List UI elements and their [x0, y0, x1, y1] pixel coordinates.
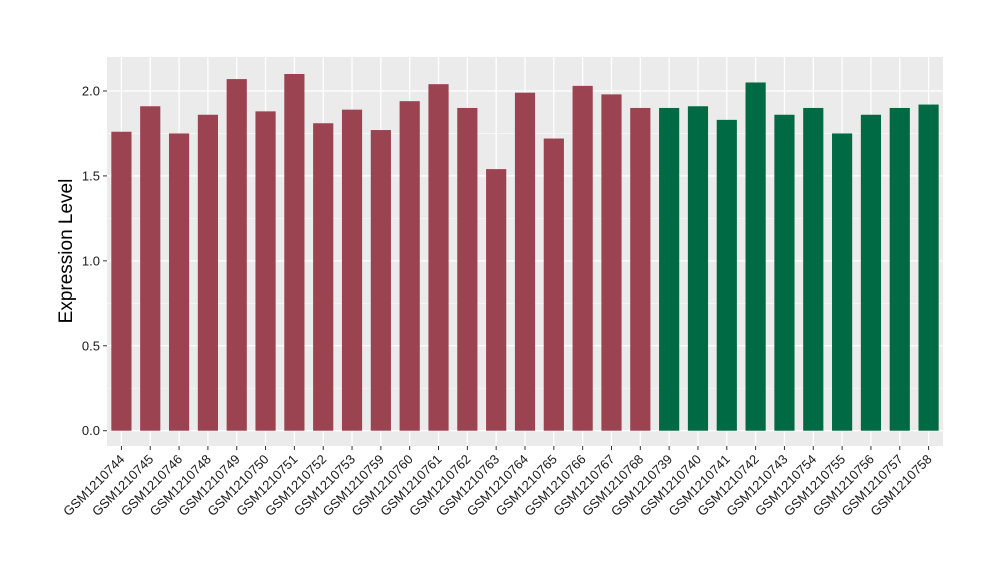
bar [197, 114, 218, 431]
bar [111, 131, 132, 431]
bar [572, 85, 593, 431]
bar [255, 111, 276, 431]
y-axis: 0.0 0.5 1.0 1.5 2.0 [82, 83, 107, 438]
bar [659, 107, 680, 431]
x-axis: GSM1210744GSM1210745GSM1210746GSM1210748… [60, 446, 935, 519]
bar [370, 130, 391, 431]
bar [832, 133, 853, 431]
bar [168, 133, 190, 431]
bar [774, 114, 795, 431]
bar [140, 106, 161, 431]
bar [313, 123, 334, 431]
bar [601, 94, 622, 431]
bar [399, 101, 420, 431]
bar [630, 107, 651, 431]
y-tick-label: 0.0 [82, 423, 100, 438]
y-tick-label: 1.5 [82, 168, 100, 183]
bar [226, 79, 247, 431]
bar [716, 119, 737, 431]
y-tick-label: 0.5 [82, 338, 100, 353]
y-axis-title: Expression Level [56, 179, 77, 324]
bar [457, 107, 478, 431]
bar [745, 82, 766, 431]
bar [918, 104, 939, 431]
bar [687, 106, 709, 431]
bar [860, 114, 882, 431]
bar [486, 169, 507, 431]
bar [514, 92, 536, 431]
y-tick-label: 1.0 [82, 253, 100, 268]
bar [284, 73, 305, 431]
y-tick-label: 2.0 [82, 83, 100, 98]
bars-group [111, 73, 939, 431]
bar [341, 109, 363, 431]
bar [428, 84, 449, 431]
bar [889, 107, 910, 431]
bar [803, 107, 824, 431]
bar [543, 138, 564, 431]
